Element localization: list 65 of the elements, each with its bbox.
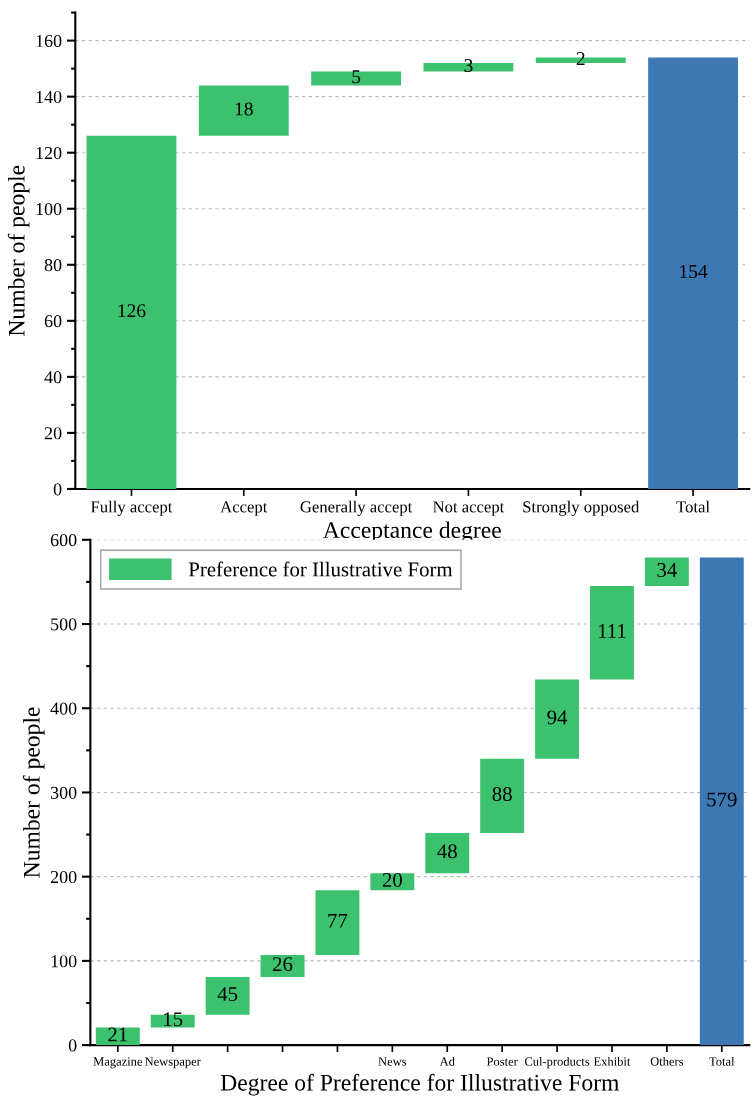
bar xyxy=(425,832,470,874)
data-label: 579 xyxy=(707,792,737,807)
legend-label: Preference for Illustrative Form xyxy=(188,561,453,577)
data-label: 45 xyxy=(217,987,238,1002)
y-tick-label: 60 xyxy=(44,315,62,328)
y-tick-label: 0 xyxy=(53,483,62,496)
bar xyxy=(590,586,634,680)
y-tick-label: 40 xyxy=(44,371,62,384)
data-label: 18 xyxy=(235,102,253,116)
x-tick-label: Strongly opposed xyxy=(523,500,640,516)
y-tick-label: 200 xyxy=(50,870,77,884)
data-label: 34 xyxy=(657,563,677,578)
y-tick-label: 600 xyxy=(50,534,77,547)
x-tick-label: Others xyxy=(650,1056,684,1066)
y-tick-label: 160 xyxy=(36,34,62,48)
y-tick-label: 300 xyxy=(50,786,77,799)
x-tick-label: Generally accept xyxy=(300,500,413,516)
x-tick-label: Newspaper xyxy=(144,1057,201,1069)
y-axis-title: Number of people xyxy=(22,707,45,878)
bar xyxy=(95,1027,140,1046)
data-label: 126 xyxy=(118,304,146,318)
bar xyxy=(648,57,738,489)
bar xyxy=(535,679,580,759)
x-tick-label: Ad xyxy=(439,1056,455,1066)
y-tick-label: 0 xyxy=(68,1039,77,1052)
y-tick-label: 100 xyxy=(36,202,62,216)
y-tick-label: 100 xyxy=(51,955,77,968)
x-tick-label: Total xyxy=(709,1056,735,1066)
data-label: 5 xyxy=(352,70,361,84)
data-label: 20 xyxy=(382,872,402,887)
y-axis-title: Number of people xyxy=(7,165,30,336)
data-label: 21 xyxy=(108,1027,127,1042)
x-tick-label: Exhibit xyxy=(593,1056,631,1066)
x-tick-label: Fully accept xyxy=(90,500,173,516)
data-label: 26 xyxy=(273,957,293,972)
data-label: 88 xyxy=(492,786,512,802)
y-tick-label: 20 xyxy=(44,427,62,440)
bar xyxy=(315,890,360,955)
x-tick-label: Accept xyxy=(220,501,268,516)
y-tick-label: 400 xyxy=(50,702,77,715)
bar xyxy=(311,71,402,86)
data-label: 94 xyxy=(547,710,568,725)
x-axis-title: Degree of Preference for Illustrative Form xyxy=(220,1073,620,1096)
data-label: 77 xyxy=(328,913,348,928)
bar xyxy=(205,976,250,1015)
x-tick-label: Not accept xyxy=(433,501,505,516)
data-label: 48 xyxy=(437,844,457,859)
bar xyxy=(86,135,177,489)
x-tick-label: Cul-products xyxy=(524,1056,590,1069)
x-tick-label: News xyxy=(378,1057,407,1066)
y-tick-label: 120 xyxy=(36,146,62,160)
x-tick-label: Total xyxy=(676,500,710,513)
bar xyxy=(644,557,689,587)
x-tick-label: Magazine xyxy=(93,1057,143,1069)
bar xyxy=(198,85,289,136)
data-label: 111 xyxy=(598,624,626,638)
bar xyxy=(699,557,744,1046)
data-label: 154 xyxy=(680,265,708,279)
bar xyxy=(480,758,525,833)
data-label: 15 xyxy=(164,1012,183,1027)
y-tick-label: 80 xyxy=(44,259,62,272)
y-tick-label: 140 xyxy=(36,90,62,104)
y-tick-label: 500 xyxy=(51,618,77,631)
x-axis-title: Acceptance degree xyxy=(323,521,501,543)
x-tick-label: Poster xyxy=(486,1057,518,1066)
